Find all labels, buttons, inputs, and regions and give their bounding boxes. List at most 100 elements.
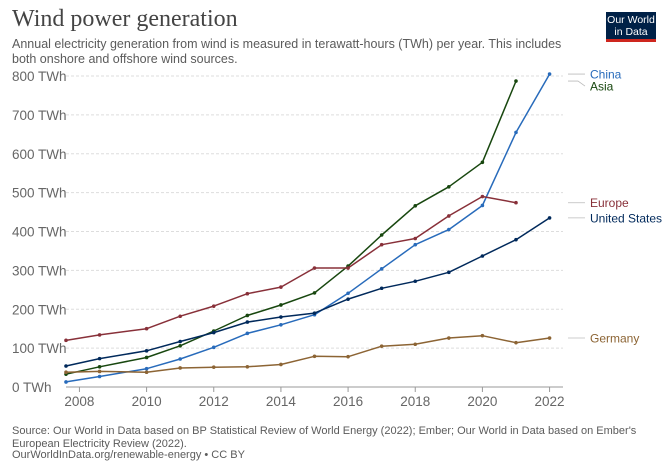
data-point-europe[interactable] bbox=[97, 333, 102, 337]
data-point-china[interactable] bbox=[413, 242, 418, 247]
y-axis-ticks: 0 TWh 100 TWh 200 TWh 300 TWh 400 TWh 500 TWh… bbox=[12, 69, 67, 395]
data-point-united-states[interactable] bbox=[346, 297, 350, 301]
data-point-china[interactable] bbox=[144, 366, 149, 371]
x-tick-label: 2012 bbox=[199, 394, 229, 409]
data-point-united-states[interactable] bbox=[379, 286, 384, 291]
series-label-china[interactable]: China bbox=[590, 68, 622, 82]
data-point-asia[interactable] bbox=[245, 313, 250, 318]
grid-lines bbox=[66, 75, 563, 349]
y-tick-label: 300 TWh bbox=[12, 263, 67, 278]
data-point-united-states[interactable] bbox=[245, 320, 250, 324]
data-point-china[interactable] bbox=[379, 267, 384, 271]
data-point-united-states[interactable] bbox=[514, 237, 518, 242]
data-point-china[interactable] bbox=[178, 357, 182, 361]
data-point-europe[interactable] bbox=[379, 242, 384, 247]
data-point-germany[interactable] bbox=[480, 333, 485, 338]
series-label-europe[interactable]: Europe bbox=[590, 196, 629, 210]
data-point-europe[interactable] bbox=[312, 266, 317, 270]
data-point-europe[interactable] bbox=[346, 266, 350, 270]
data-point-germany[interactable] bbox=[379, 344, 384, 348]
data-point-germany[interactable] bbox=[144, 370, 149, 375]
data-point-united-states[interactable] bbox=[413, 279, 418, 284]
data-point-europe[interactable] bbox=[245, 291, 250, 296]
data-point-germany[interactable] bbox=[447, 336, 451, 340]
x-tick-label: 2018 bbox=[400, 394, 430, 409]
data-point-china[interactable] bbox=[64, 380, 68, 384]
data-point-asia[interactable] bbox=[178, 343, 182, 348]
data-point-germany[interactable] bbox=[178, 366, 182, 370]
data-point-europe[interactable] bbox=[413, 236, 418, 241]
data-point-germany[interactable] bbox=[64, 370, 68, 375]
data-point-germany[interactable] bbox=[97, 369, 102, 374]
data-point-united-states[interactable] bbox=[144, 349, 149, 353]
data-point-united-states[interactable] bbox=[64, 364, 68, 368]
data-point-asia[interactable] bbox=[514, 79, 518, 83]
x-tick-label: 2016 bbox=[333, 394, 363, 409]
data-point-asia[interactable] bbox=[447, 184, 451, 189]
x-tick-label: 2020 bbox=[467, 394, 497, 409]
data-point-china[interactable] bbox=[211, 345, 216, 350]
series-line-united-states[interactable] bbox=[65, 217, 551, 367]
data-point-europe[interactable] bbox=[144, 326, 149, 331]
data-point-asia[interactable] bbox=[97, 364, 102, 369]
data-point-china[interactable] bbox=[547, 72, 552, 76]
data-point-united-states[interactable] bbox=[178, 339, 182, 344]
series-line-asia[interactable] bbox=[65, 80, 517, 375]
series-label-germany[interactable]: Germany bbox=[590, 332, 639, 346]
owid-logo[interactable]: Our World in Data bbox=[606, 12, 656, 42]
series-label-asia[interactable]: Asia bbox=[590, 80, 614, 94]
data-point-europe[interactable] bbox=[178, 314, 182, 319]
logo-line-2: in Data bbox=[614, 26, 648, 38]
data-point-europe[interactable] bbox=[211, 304, 216, 308]
data-point-united-states[interactable] bbox=[312, 311, 317, 315]
data-point-germany[interactable] bbox=[211, 365, 216, 369]
data-point-europe[interactable] bbox=[480, 194, 485, 199]
chart-title: Wind power generation bbox=[12, 6, 238, 32]
data-point-europe[interactable] bbox=[64, 338, 68, 343]
data-point-asia[interactable] bbox=[144, 355, 149, 360]
data-point-germany[interactable] bbox=[547, 336, 552, 340]
data-point-asia[interactable] bbox=[312, 291, 317, 295]
data-point-asia[interactable] bbox=[379, 233, 384, 237]
data-point-united-states[interactable] bbox=[279, 315, 283, 319]
y-tick-label: 500 TWh bbox=[12, 186, 67, 201]
series-label-united-states[interactable]: United States bbox=[590, 211, 662, 225]
source-note: Source: Our World in Data based on BP St… bbox=[12, 425, 637, 450]
data-point-united-states[interactable] bbox=[447, 270, 451, 275]
y-tick-label: 700 TWh bbox=[12, 108, 67, 123]
data-point-germany[interactable] bbox=[279, 362, 283, 367]
data-point-asia[interactable] bbox=[279, 303, 283, 307]
series-line-germany[interactable] bbox=[65, 334, 550, 373]
data-point-china[interactable] bbox=[346, 291, 350, 296]
data-point-europe[interactable] bbox=[279, 285, 283, 289]
data-point-germany[interactable] bbox=[413, 342, 418, 347]
data-point-china[interactable] bbox=[447, 227, 451, 232]
y-tick-label: 100 TWh bbox=[12, 341, 67, 356]
data-point-germany[interactable] bbox=[245, 364, 250, 369]
data-point-china[interactable] bbox=[245, 331, 250, 336]
data-point-united-states[interactable] bbox=[211, 330, 216, 335]
y-tick-label: 0 TWh bbox=[12, 380, 52, 395]
chart-subtitle: Annual electricity generation from wind … bbox=[12, 37, 562, 66]
data-point-china[interactable] bbox=[480, 203, 485, 208]
data-point-asia[interactable] bbox=[413, 204, 418, 208]
data-point-asia[interactable] bbox=[480, 160, 485, 165]
data-point-germany[interactable] bbox=[346, 354, 350, 359]
data-point-germany[interactable] bbox=[514, 340, 518, 345]
x-tick-label: 2014 bbox=[266, 394, 297, 409]
data-point-europe[interactable] bbox=[447, 214, 451, 218]
y-tick-label: 200 TWh bbox=[12, 302, 67, 317]
data-point-united-states[interactable] bbox=[480, 254, 485, 258]
data-point-germany[interactable] bbox=[312, 354, 317, 359]
y-tick-label: 600 TWh bbox=[12, 147, 67, 162]
data-point-china[interactable] bbox=[97, 374, 102, 379]
data-point-china[interactable] bbox=[514, 130, 518, 135]
series-line-europe[interactable] bbox=[65, 195, 517, 342]
data-point-china[interactable] bbox=[279, 323, 283, 327]
data-point-europe[interactable] bbox=[514, 200, 518, 205]
source-url[interactable]: OurWorldInData.org/renewable-energy • CC… bbox=[12, 449, 245, 461]
data-point-united-states[interactable] bbox=[97, 356, 102, 361]
data-point-united-states[interactable] bbox=[547, 216, 552, 220]
